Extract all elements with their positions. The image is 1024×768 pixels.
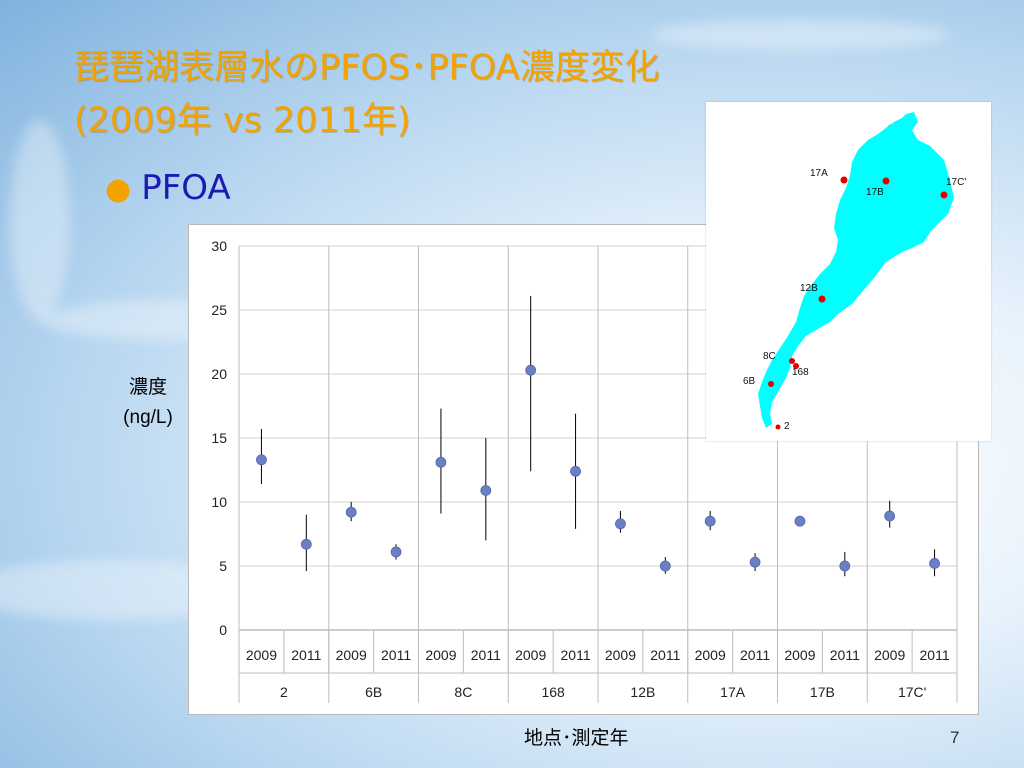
lake-map-svg: 17A 17B 17C' 12B 8C 168 6B 2 (743, 112, 966, 432)
data-point (659, 560, 671, 572)
map-label-8c: 8C (763, 351, 776, 362)
lake-inlet (882, 124, 894, 138)
y-tick-label: 20 (211, 366, 227, 382)
x-year-tick-label: 2011 (920, 647, 950, 663)
x-year-tick-label: 2009 (605, 647, 636, 663)
x-year-tick-label: 2009 (784, 647, 815, 663)
y-tick-label: 0 (219, 622, 227, 638)
station-168-marker (793, 363, 799, 369)
y-tick-label: 10 (211, 494, 227, 510)
station-8c-marker (789, 358, 795, 364)
map-label-17b: 17B (866, 187, 884, 198)
map-label-6b: 6B (743, 376, 756, 387)
y-axis-label-line-1: 濃度 (128, 377, 167, 398)
x-year-tick-label: 2011 (830, 647, 860, 663)
station-17b-marker (882, 177, 890, 185)
x-site-label: 2 (280, 684, 288, 700)
data-point (435, 456, 447, 468)
station-2-marker (775, 424, 781, 430)
data-point (256, 454, 267, 466)
chart-svg: 0 5 10 15 20 25 30 2009 2011 2 2009 2011 6B 2009 2011 8… (211, 238, 958, 703)
x-year-tick-label: 2009 (515, 647, 546, 663)
x-year-tick-label: 2011 (740, 647, 770, 663)
y-tick-label: 25 (211, 302, 227, 318)
x-year-tick-label: 2009 (874, 647, 905, 663)
y-tick-label: 30 (211, 238, 227, 254)
map-label-2: 2 (784, 421, 790, 432)
data-point (480, 485, 492, 496)
data-point (839, 560, 851, 572)
x-year-tick-label: 2011 (561, 647, 591, 663)
x-year-tick-label: 2009 (425, 647, 456, 663)
x-year-tick-label: 2011 (291, 647, 321, 663)
bullet-text: PFOA (141, 168, 231, 208)
station-6b-marker (768, 381, 774, 387)
x-year-tick-label: 2009 (336, 647, 367, 663)
lake-map: 17A 17B 17C' 12B 8C 168 6B 2 (706, 102, 991, 441)
x-site-label: 17B (810, 684, 835, 700)
data-point (525, 364, 537, 376)
data-point (390, 546, 402, 558)
bullet-item: ● PFOA (105, 168, 231, 208)
y-axis-label-line-2: (ng/L) (123, 407, 173, 428)
data-point (570, 465, 581, 477)
map-label-168: 168 (792, 367, 809, 378)
data-point (345, 506, 357, 518)
title-line-2: (2009年 vs 2011年) (74, 101, 411, 141)
x-year-tick-label: 2009 (246, 647, 277, 663)
y-tick-label: 5 (219, 558, 227, 574)
x-site-label: 12B (630, 684, 655, 700)
station-12b-marker (818, 295, 826, 303)
x-axis-label: 地点･測定年 (524, 728, 629, 749)
x-year-tick-label: 2011 (381, 647, 411, 663)
data-point (704, 515, 716, 527)
x-site-label: 6B (365, 684, 382, 700)
x-year-tick-label: 2009 (695, 647, 726, 663)
x-year-tick-label: 2011 (471, 647, 501, 663)
x-site-label: 17C' (898, 684, 926, 700)
station-17c-marker (940, 191, 948, 199)
x-site-label: 8C (454, 684, 472, 700)
x-site-label: 17A (720, 684, 746, 700)
bullet-dot-icon: ● (105, 172, 132, 207)
station-17a-marker (840, 176, 848, 184)
x-year-tick-label: 2011 (650, 647, 680, 663)
data-point (884, 510, 896, 522)
slide-title: 琵琶湖表層水のPFOS･PFOA濃度変化 (2009年 vs 2011年) (74, 42, 660, 148)
y-tick-label: 15 (211, 430, 227, 446)
data-point (794, 515, 806, 527)
page-number: 7 (950, 728, 960, 747)
data-point (749, 556, 761, 568)
map-label-12b: 12B (800, 283, 818, 294)
data-point (300, 538, 312, 550)
map-label-17a: 17A (810, 168, 828, 179)
data-point (929, 558, 940, 569)
chart-panel: 0 5 10 15 20 25 30 2009 2011 2 2009 2011 6B 2009 2011 8… (188, 224, 979, 715)
lake-shape (758, 112, 954, 428)
x-site-label: 168 (541, 684, 565, 700)
title-line-1: 琵琶湖表層水のPFOS･PFOA濃度変化 (74, 48, 660, 88)
map-label-17c: 17C' (946, 177, 966, 188)
y-axis-label: 濃度 (ng/L) (108, 373, 188, 433)
map-stations (768, 176, 948, 430)
data-point (615, 518, 626, 530)
